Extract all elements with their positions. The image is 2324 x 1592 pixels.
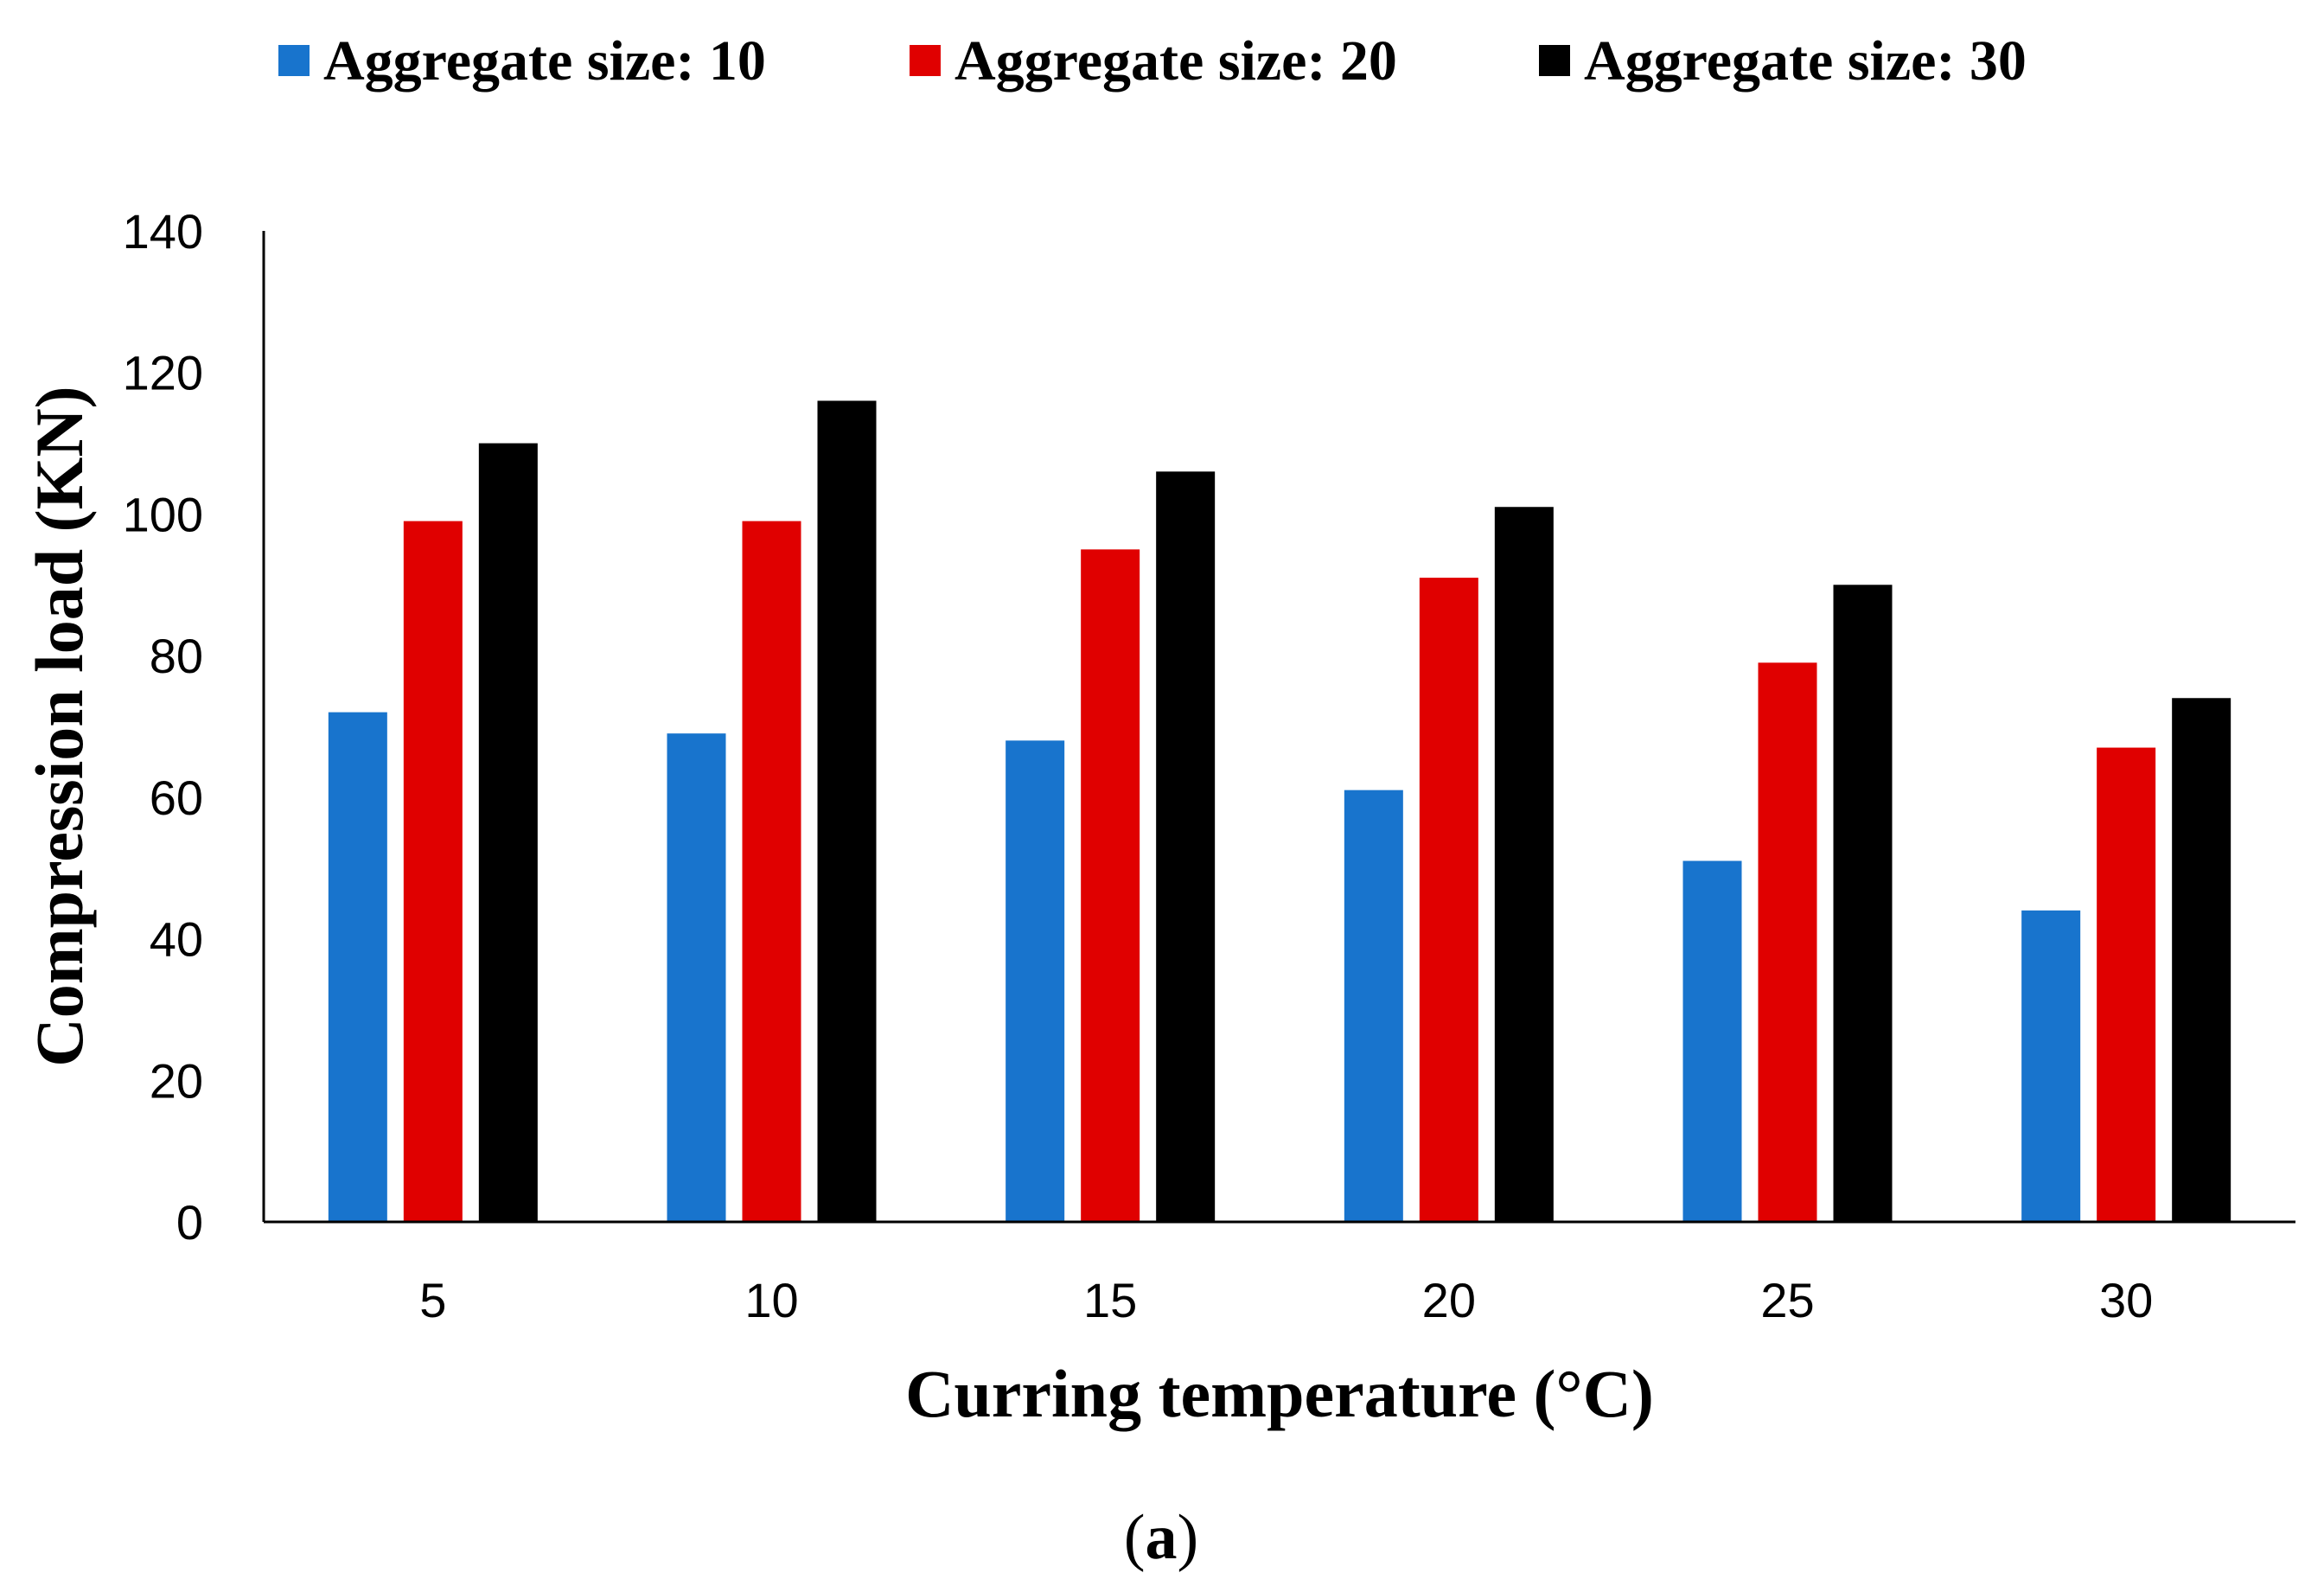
bar-series3-cat6 — [2172, 698, 2231, 1222]
bar-series2-cat5 — [1758, 662, 1817, 1222]
bar-series3-cat2 — [817, 400, 877, 1222]
x-tick-label: 10 — [744, 1273, 798, 1327]
y-tick-label: 0 — [176, 1195, 203, 1250]
bar-series1-cat4 — [1344, 790, 1403, 1222]
y-tick-label: 40 — [150, 912, 203, 967]
bar-series2-cat6 — [2097, 747, 2156, 1222]
x-tick-label: 5 — [419, 1273, 446, 1327]
bar-series2-cat4 — [1419, 578, 1478, 1222]
y-axis-ticks: 0 20 40 60 80 100 120 140 — [123, 204, 203, 1250]
y-tick-label: 120 — [123, 346, 203, 400]
x-axis-ticks: 5 10 15 20 25 30 — [419, 1273, 2153, 1327]
bars — [328, 400, 2231, 1222]
figure-caption: (a) — [1124, 1502, 1198, 1573]
bar-series3-cat4 — [1494, 507, 1554, 1222]
bar-series2-cat1 — [403, 521, 463, 1222]
y-tick-label: 100 — [123, 487, 203, 541]
x-tick-label: 15 — [1083, 1273, 1137, 1327]
bar-series1-cat3 — [1006, 740, 1065, 1222]
x-tick-label: 25 — [1760, 1273, 1814, 1327]
caption-open-paren: ( — [1124, 1502, 1146, 1573]
y-tick-label: 60 — [150, 770, 203, 825]
legend-label: Aggregate size: 30 — [1584, 29, 2027, 93]
bar-series1-cat6 — [2021, 910, 2081, 1222]
legend-swatch — [1539, 45, 1570, 76]
x-tick-label: 20 — [1422, 1273, 1476, 1327]
bar-series1-cat1 — [328, 712, 387, 1222]
bar-series1-cat5 — [1682, 860, 1742, 1222]
bar-series3-cat3 — [1156, 471, 1216, 1222]
bar-series3-cat1 — [478, 443, 538, 1222]
caption-close-paren: ) — [1178, 1502, 1199, 1573]
legend-swatch — [278, 45, 310, 76]
legend: Aggregate size: 10 Aggregate size: 20 Aggr… — [278, 29, 2027, 93]
bar-series2-cat2 — [742, 521, 801, 1222]
y-tick-label: 20 — [150, 1053, 203, 1108]
legend-label: Aggregate size: 10 — [323, 29, 766, 93]
legend-swatch — [910, 45, 941, 76]
caption-letter: a — [1146, 1502, 1178, 1573]
y-tick-label: 80 — [150, 629, 203, 683]
bar-series2-cat3 — [1081, 549, 1140, 1222]
y-axis-title: Compression load (KN) — [22, 386, 97, 1066]
x-tick-label: 30 — [2099, 1273, 2153, 1327]
bar-series3-cat5 — [1833, 585, 1893, 1222]
bar-series1-cat2 — [667, 733, 726, 1222]
y-tick-label: 140 — [123, 204, 203, 259]
legend-label: Aggregate size: 20 — [954, 29, 1397, 93]
x-axis-title: Curring temperature (°C) — [905, 1356, 1654, 1431]
